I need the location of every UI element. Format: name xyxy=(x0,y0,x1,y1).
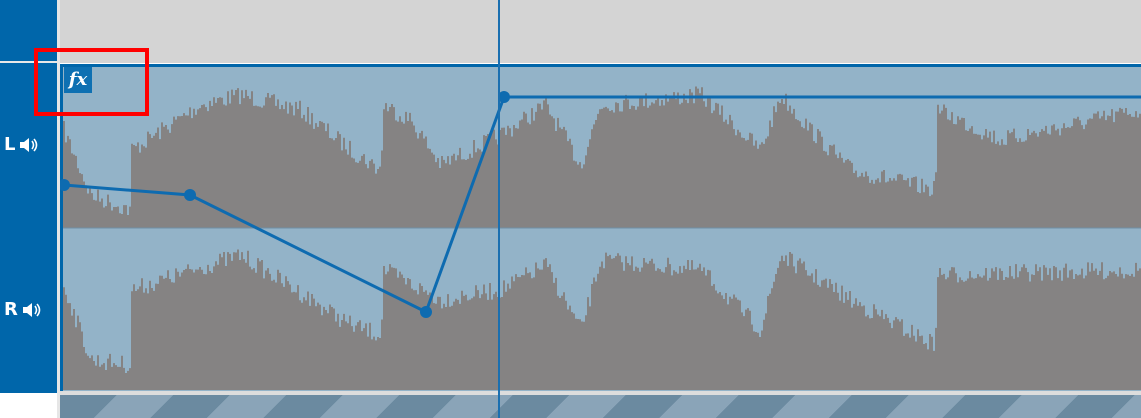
channel-left[interactable]: L xyxy=(4,134,39,155)
fx-badge[interactable]: fx xyxy=(64,67,92,93)
clip-lane-empty xyxy=(60,395,1141,418)
automation-point[interactable] xyxy=(184,189,196,201)
divider xyxy=(0,61,57,63)
timeline-ruler[interactable] xyxy=(60,0,1141,63)
divider xyxy=(57,0,60,418)
waveform xyxy=(60,86,1141,390)
speaker-icon[interactable] xyxy=(22,301,42,319)
speaker-icon[interactable] xyxy=(19,136,39,154)
waveform-left xyxy=(63,86,1141,228)
track-header xyxy=(0,0,57,393)
playhead[interactable] xyxy=(498,0,500,418)
channel-label: L xyxy=(4,134,16,155)
divider xyxy=(60,391,1141,395)
waveform-right xyxy=(63,249,1141,390)
channel-right[interactable]: R xyxy=(4,299,42,320)
highlight-box xyxy=(34,48,149,116)
automation-point[interactable] xyxy=(60,179,70,191)
automation-point[interactable] xyxy=(420,306,432,318)
channel-label: R xyxy=(4,299,18,320)
automation-point[interactable] xyxy=(498,91,510,103)
